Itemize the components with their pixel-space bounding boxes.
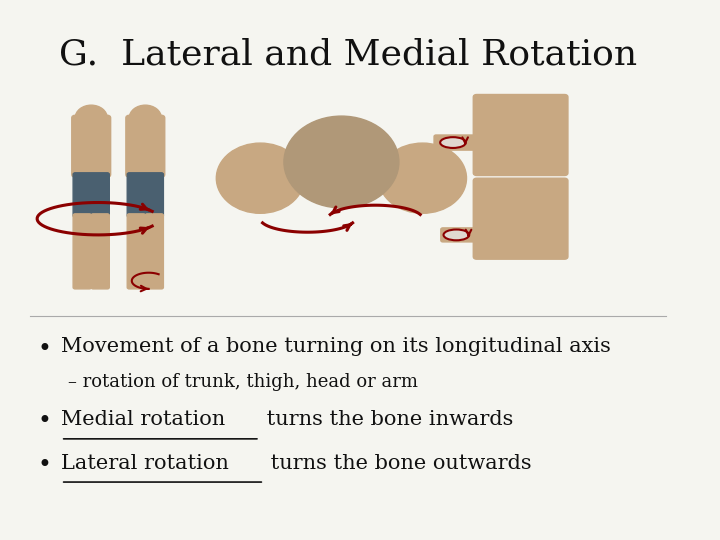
FancyBboxPatch shape [91, 214, 109, 289]
FancyBboxPatch shape [434, 135, 485, 150]
FancyBboxPatch shape [473, 94, 568, 176]
Text: turns the bone inwards: turns the bone inwards [260, 410, 513, 429]
Circle shape [379, 143, 467, 213]
Text: Movement of a bone turning on its longitudinal axis: Movement of a bone turning on its longit… [60, 338, 611, 356]
Circle shape [284, 116, 399, 208]
Ellipse shape [444, 230, 469, 240]
FancyBboxPatch shape [72, 116, 111, 177]
Circle shape [130, 105, 161, 131]
FancyBboxPatch shape [127, 214, 145, 289]
Text: •: • [37, 338, 51, 361]
FancyBboxPatch shape [73, 214, 91, 289]
Text: Lateral rotation: Lateral rotation [60, 454, 229, 472]
FancyBboxPatch shape [473, 178, 568, 259]
Circle shape [75, 105, 107, 131]
Circle shape [216, 143, 305, 213]
FancyBboxPatch shape [441, 228, 485, 242]
Text: G.  Lateral and Medial Rotation: G. Lateral and Medial Rotation [59, 38, 637, 72]
FancyBboxPatch shape [127, 173, 163, 217]
Text: turns the bone outwards: turns the bone outwards [264, 454, 532, 472]
Text: •: • [37, 454, 51, 477]
Text: Medial rotation: Medial rotation [60, 410, 225, 429]
FancyBboxPatch shape [145, 214, 163, 289]
FancyBboxPatch shape [126, 116, 165, 177]
Ellipse shape [440, 137, 466, 148]
Text: •: • [37, 410, 51, 434]
FancyBboxPatch shape [73, 173, 109, 217]
Text: – rotation of trunk, thigh, head or arm: – rotation of trunk, thigh, head or arm [68, 373, 418, 390]
